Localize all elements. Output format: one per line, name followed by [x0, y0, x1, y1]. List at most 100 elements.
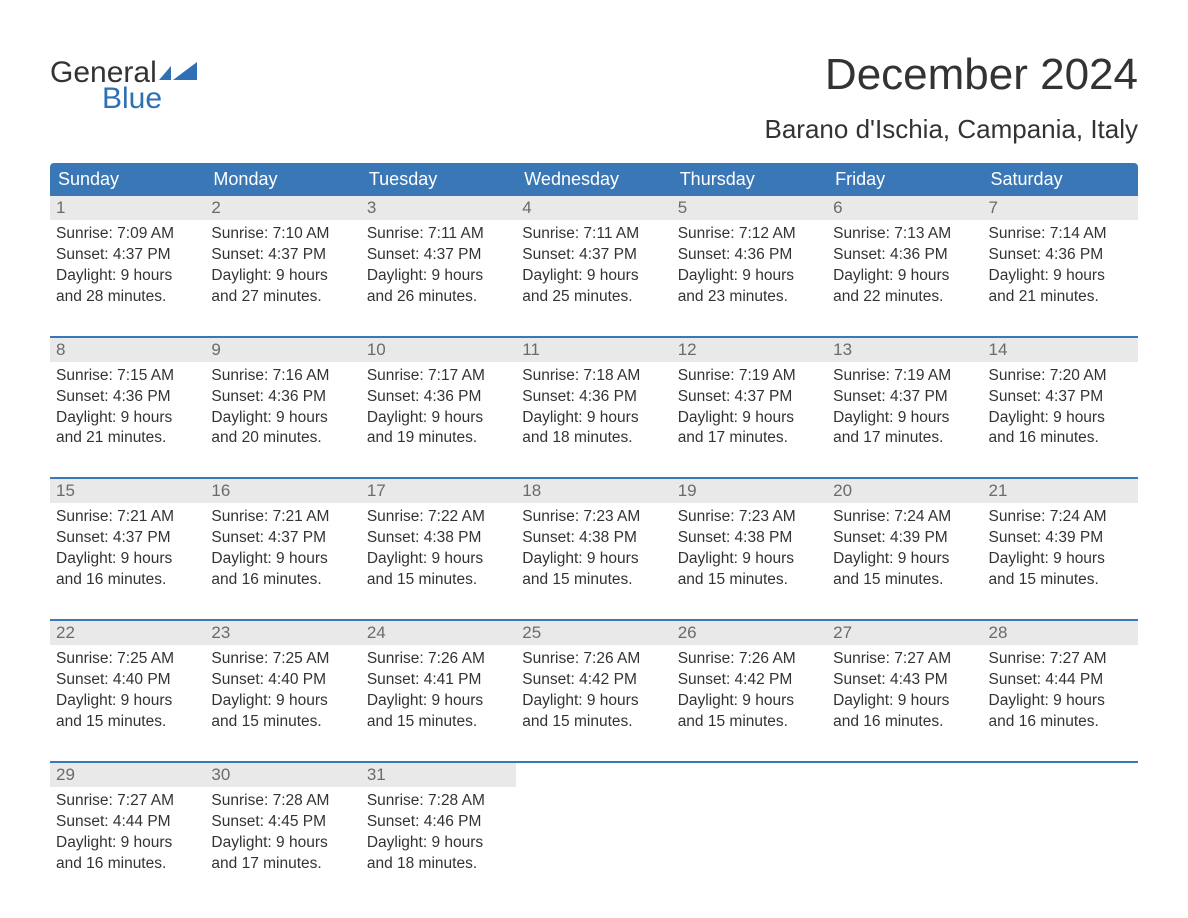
day-cell: 1 Sunrise: 7:09 AMSunset: 4:37 PMDaylight…	[50, 196, 205, 336]
day-body: Sunrise: 7:25 AMSunset: 4:40 PMDaylight:…	[56, 649, 199, 733]
day-number: 12	[678, 340, 697, 359]
day-sunset: Sunset: 4:37 PM	[211, 245, 354, 266]
day-sunrise: Sunrise: 7:10 AM	[211, 224, 354, 245]
day-sunset: Sunset: 4:40 PM	[56, 670, 199, 691]
day-sunset: Sunset: 4:45 PM	[211, 812, 354, 833]
day-d1: Daylight: 9 hours	[56, 833, 199, 854]
day-sunrise: Sunrise: 7:09 AM	[56, 224, 199, 245]
day-d2: and 16 minutes.	[989, 712, 1132, 733]
day-body: Sunrise: 7:16 AMSunset: 4:36 PMDaylight:…	[211, 366, 354, 450]
day-sunset: Sunset: 4:46 PM	[367, 812, 510, 833]
day-d2: and 17 minutes.	[833, 428, 976, 449]
day-number-bar: 22	[50, 621, 205, 645]
dow-thursday: Thursday	[672, 163, 827, 196]
day-body: Sunrise: 7:23 AMSunset: 4:38 PMDaylight:…	[678, 507, 821, 591]
day-sunrise: Sunrise: 7:19 AM	[678, 366, 821, 387]
day-d1: Daylight: 9 hours	[56, 266, 199, 287]
day-number: 24	[367, 623, 386, 642]
day-sunrise: Sunrise: 7:24 AM	[989, 507, 1132, 528]
dow-wednesday: Wednesday	[516, 163, 671, 196]
day-number-bar: 19	[672, 479, 827, 503]
day-cell: 25 Sunrise: 7:26 AMSunset: 4:42 PMDayligh…	[516, 621, 671, 761]
day-body: Sunrise: 7:11 AMSunset: 4:37 PMDaylight:…	[367, 224, 510, 308]
day-cell: 19 Sunrise: 7:23 AMSunset: 4:38 PMDayligh…	[672, 479, 827, 619]
day-d1: Daylight: 9 hours	[678, 691, 821, 712]
calendar: Sunday Monday Tuesday Wednesday Thursday…	[50, 163, 1138, 902]
day-number-bar: 25	[516, 621, 671, 645]
day-number: 30	[211, 765, 230, 784]
day-number: 26	[678, 623, 697, 642]
day-number-bar: 9	[205, 338, 360, 362]
day-d2: and 27 minutes.	[211, 287, 354, 308]
day-cell: 2Sunrise: 7:10 AMSunset: 4:37 PMDaylight…	[205, 196, 360, 336]
day-d1: Daylight: 9 hours	[833, 408, 976, 429]
day-number: 10	[367, 340, 386, 359]
day-number: 1	[56, 198, 65, 217]
day-sunrise: Sunrise: 7:18 AM	[522, 366, 665, 387]
day-d2: and 17 minutes.	[211, 854, 354, 875]
day-number: 13	[833, 340, 852, 359]
day-body: Sunrise: 7:15 AMSunset: 4:36 PMDaylight:…	[56, 366, 199, 450]
day-d2: and 15 minutes.	[367, 570, 510, 591]
day-number: 23	[211, 623, 230, 642]
day-body: Sunrise: 7:09 AMSunset: 4:37 PMDaylight:…	[56, 224, 199, 308]
day-number-bar: 13	[827, 338, 982, 362]
day-number: 8	[56, 340, 65, 359]
day-number: 20	[833, 481, 852, 500]
day-body: Sunrise: 7:27 AMSunset: 4:44 PMDaylight:…	[989, 649, 1132, 733]
day-d1: Daylight: 9 hours	[989, 691, 1132, 712]
day-body: Sunrise: 7:26 AMSunset: 4:42 PMDaylight:…	[678, 649, 821, 733]
day-d1: Daylight: 9 hours	[678, 549, 821, 570]
day-sunrise: Sunrise: 7:20 AM	[989, 366, 1132, 387]
day-sunrise: Sunrise: 7:28 AM	[211, 791, 354, 812]
day-number-bar: 20	[827, 479, 982, 503]
day-number-bar: 3	[361, 196, 516, 220]
day-number-bar: 31	[361, 763, 516, 787]
day-d1: Daylight: 9 hours	[833, 266, 976, 287]
day-d1: Daylight: 9 hours	[367, 833, 510, 854]
day-cell: 23Sunrise: 7:25 AMSunset: 4:40 PMDayligh…	[205, 621, 360, 761]
day-d1: Daylight: 9 hours	[678, 408, 821, 429]
day-cell	[983, 763, 1138, 903]
header: General Blue December 2024 Barano d'Isch…	[50, 50, 1138, 157]
day-d1: Daylight: 9 hours	[211, 549, 354, 570]
weeks-container: 1Sunrise: 7:09 AMSunset: 4:37 PMDaylight…	[50, 196, 1138, 902]
day-number: 11	[522, 340, 540, 359]
day-d1: Daylight: 9 hours	[367, 408, 510, 429]
day-sunset: Sunset: 4:37 PM	[56, 528, 199, 549]
day-cell: 18Sunrise: 7:23 AMSunset: 4:38 PMDayligh…	[516, 479, 671, 619]
day-number: 2	[211, 198, 220, 217]
day-body: Sunrise: 7:21 AMSunset: 4:37 PMDaylight:…	[56, 507, 199, 591]
day-sunrise: Sunrise: 7:26 AM	[522, 649, 665, 670]
day-sunset: Sunset: 4:39 PM	[989, 528, 1132, 549]
day-cell: 16Sunrise: 7:21 AMSunset: 4:37 PMDayligh…	[205, 479, 360, 619]
day-sunset: Sunset: 4:38 PM	[367, 528, 510, 549]
day-number: 4	[522, 198, 531, 217]
day-number-bar: 21	[983, 479, 1138, 503]
day-d1: Daylight: 9 hours	[522, 408, 665, 429]
day-d2: and 26 minutes.	[367, 287, 510, 308]
day-cell: 4Sunrise: 7:11 AMSunset: 4:37 PMDaylight…	[516, 196, 671, 336]
day-number: 27	[833, 623, 852, 642]
day-sunrise: Sunrise: 7:17 AM	[367, 366, 510, 387]
day-number-bar: 23	[205, 621, 360, 645]
day-number: 9	[211, 340, 220, 359]
day-d1: Daylight: 9 hours	[522, 266, 665, 287]
day-body: Sunrise: 7:24 AMSunset: 4:39 PMDaylight:…	[833, 507, 976, 591]
day-sunset: Sunset: 4:36 PM	[678, 245, 821, 266]
day-d2: and 15 minutes.	[211, 712, 354, 733]
day-sunrise: Sunrise: 7:28 AM	[367, 791, 510, 812]
day-sunrise: Sunrise: 7:12 AM	[678, 224, 821, 245]
day-number-bar: 14	[983, 338, 1138, 362]
day-number: 18	[522, 481, 541, 500]
day-sunrise: Sunrise: 7:27 AM	[833, 649, 976, 670]
day-sunset: Sunset: 4:37 PM	[833, 387, 976, 408]
day-d2: and 15 minutes.	[367, 712, 510, 733]
day-d2: and 15 minutes.	[989, 570, 1132, 591]
day-body: Sunrise: 7:26 AMSunset: 4:42 PMDaylight:…	[522, 649, 665, 733]
dow-sunday: Sunday	[50, 163, 205, 196]
day-d1: Daylight: 9 hours	[211, 408, 354, 429]
day-sunrise: Sunrise: 7:21 AM	[211, 507, 354, 528]
day-cell	[827, 763, 982, 903]
day-cell: 28Sunrise: 7:27 AMSunset: 4:44 PMDayligh…	[983, 621, 1138, 761]
